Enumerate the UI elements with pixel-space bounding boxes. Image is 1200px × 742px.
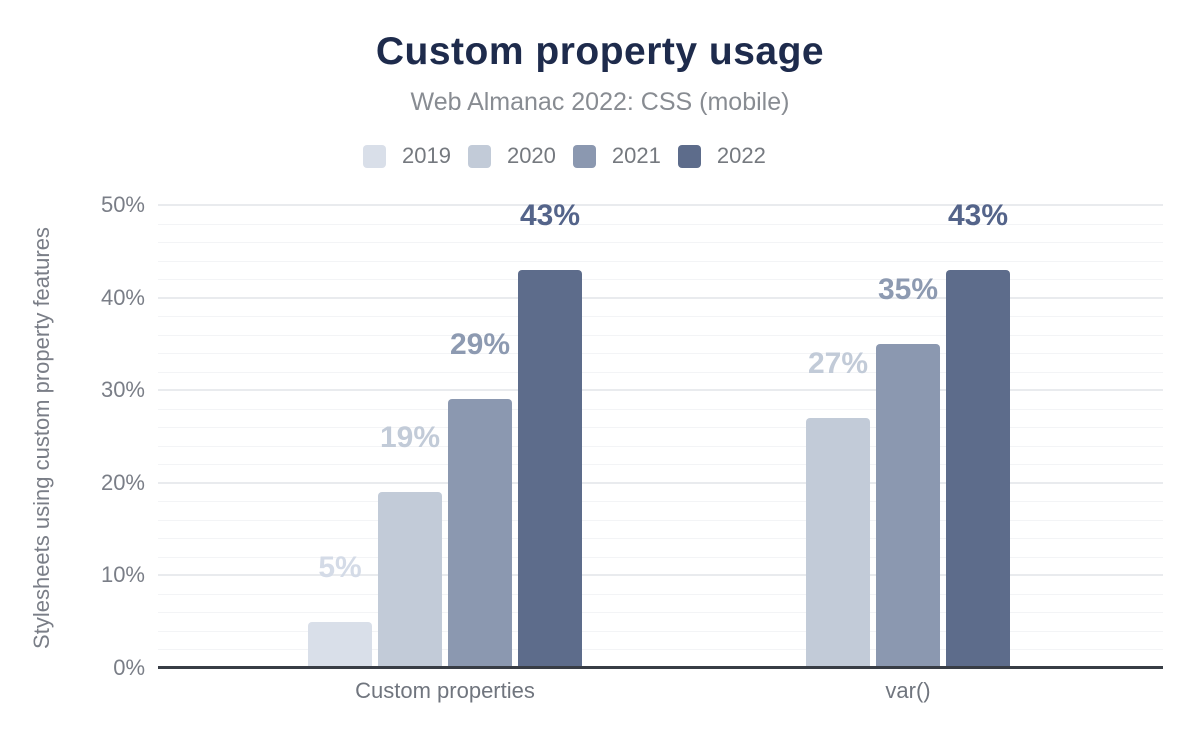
gridline-18 [158,501,1163,503]
value-label-2022-var: 43% [947,198,1009,232]
gridline-4 [158,630,1163,632]
y-tick-40%: 40% [100,284,145,310]
chart-title: Custom property usage [375,30,825,73]
legend-swatch-2021-icon [572,144,596,168]
gridline-44 [158,260,1163,262]
gridline-32 [158,371,1163,373]
y-tick-30%: 30% [100,377,145,403]
gridline-28 [158,408,1163,410]
gridline-10 [158,574,1163,577]
gridline-46 [158,242,1163,244]
gridline-12 [158,556,1163,558]
legend: 2019 2020 2021 2022 [363,143,766,169]
value-label-2021-custom-properties: 29% [449,328,511,362]
value-label-2021-var: 35% [877,272,939,306]
bar-2021-custom-properties[interactable] [448,399,512,668]
gridline-14 [158,538,1163,540]
category-label-var: var() [885,678,931,703]
gridline-16 [158,519,1163,521]
gridline-30 [158,389,1163,392]
value-label-2020-custom-properties: 19% [379,421,441,455]
gridline-34 [158,353,1163,355]
legend-swatch-2019-icon [363,144,386,168]
y-tick-50%: 50% [100,192,145,217]
legend-label-2021: 2021 [611,143,661,168]
y-tick-10%: 10% [100,562,145,588]
gridline-2 [158,649,1163,651]
category-label-custom-properties: Custom properties [355,678,535,703]
legend-item-2022[interactable]: 2022 [677,143,766,169]
legend-item-2019[interactable]: 2019 [363,143,451,169]
gridline-6 [158,612,1163,614]
legend-item-2021[interactable]: 2021 [572,143,661,169]
gridline-8 [158,593,1163,595]
value-label-2020-var: 27% [807,346,869,380]
bar-2022-custom-properties[interactable] [518,269,582,668]
bar-2020-custom-properties[interactable] [378,492,442,668]
legend-swatch-2020-icon [467,144,491,168]
x-axis-line [158,666,1163,669]
value-label-2019-custom-properties: 5% [318,550,362,584]
gridline-22 [158,464,1163,466]
gridline-26 [158,427,1163,429]
legend-label-2022: 2022 [716,143,766,168]
gridline-24 [158,445,1163,447]
gridline-38 [158,316,1163,318]
gridline-50 [158,204,1163,206]
bar-2020-var[interactable] [806,417,870,668]
bar-2022-var[interactable] [946,269,1010,668]
chart-subtitle: Web Almanac 2022: CSS (mobile) [410,88,790,116]
legend-label-2020: 2020 [506,143,556,168]
y-tick-0%: 0% [113,655,145,680]
legend-item-2020[interactable]: 2020 [467,143,556,169]
y-axis-title: Stylesheets using custom property featur… [29,227,54,649]
gridline-40 [158,296,1163,299]
gridline-42 [158,279,1163,281]
gridline-36 [158,334,1163,336]
gridline-20 [158,481,1163,484]
bar-2021-var[interactable] [876,343,940,668]
value-label-2022-custom-properties: 43% [519,198,581,232]
y-tick-20%: 20% [100,469,145,495]
legend-swatch-2022-icon [677,144,701,168]
legend-label-2019: 2019 [402,143,451,168]
bar-2019-custom-properties[interactable] [308,621,372,668]
gridline-48 [158,223,1163,225]
